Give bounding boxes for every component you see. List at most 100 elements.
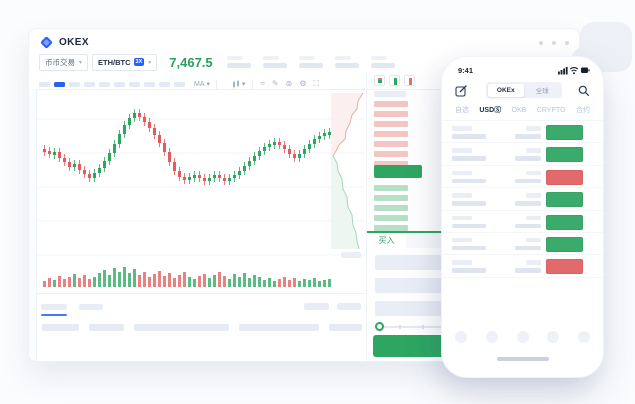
change-button-up[interactable] — [546, 147, 583, 163]
category-tab[interactable]: USDⓈ — [479, 107, 502, 114]
category-tab[interactable]: 合约 — [576, 107, 590, 114]
volume-bar — [283, 277, 286, 287]
market-list-row[interactable] — [442, 233, 603, 256]
candle-body — [103, 161, 106, 168]
ma-dropdown[interactable]: MA ▾ — [194, 80, 210, 89]
market-list-row[interactable] — [442, 255, 603, 278]
nav-item-icon[interactable] — [547, 331, 560, 343]
timeframe-pills[interactable] — [39, 81, 185, 87]
bid-row[interactable] — [374, 215, 408, 221]
order-input-skeleton[interactable] — [375, 301, 445, 316]
timeframe-pill[interactable] — [69, 81, 80, 87]
timeframe-pill[interactable] — [84, 81, 95, 87]
window-menu-dots[interactable] — [539, 41, 569, 45]
ask-row[interactable] — [374, 151, 408, 157]
market-list-row[interactable] — [442, 188, 603, 211]
draw-icon[interactable]: ✎ — [271, 79, 279, 88]
camera-icon[interactable]: ⊚ — [285, 79, 293, 88]
ask-row[interactable] — [374, 111, 408, 117]
timeframe-pill[interactable] — [114, 81, 125, 87]
ask-row[interactable] — [374, 131, 408, 137]
ask-row[interactable] — [374, 161, 408, 167]
buy-button[interactable] — [373, 335, 447, 357]
settings-icon[interactable]: ⚙ — [299, 79, 307, 88]
ticker-stat-skeleton — [226, 56, 251, 68]
volume-bar — [148, 277, 151, 287]
trade-type-select[interactable]: 币币交易 ▾ — [39, 53, 89, 71]
category-tab[interactable]: 自选 — [455, 107, 469, 114]
nav-item-icon[interactable] — [578, 331, 590, 343]
nav-item-icon[interactable] — [455, 331, 467, 343]
home-indicator[interactable] — [496, 357, 549, 361]
slider-handle[interactable] — [375, 322, 384, 331]
segment-selected[interactable]: OKEx — [487, 83, 524, 97]
market-list-row[interactable] — [442, 211, 603, 233]
orderbook-asks-icon[interactable] — [404, 75, 415, 86]
footer-pill-skeleton[interactable] — [337, 303, 361, 310]
bid-row[interactable] — [374, 205, 408, 211]
amount-slider[interactable] — [375, 322, 445, 332]
timeframe-pill[interactable] — [129, 81, 140, 87]
timeframe-pill[interactable] — [54, 81, 65, 87]
tab-buy[interactable]: 买入 — [367, 233, 406, 248]
change-button-up[interactable] — [546, 236, 583, 252]
ask-row[interactable] — [374, 101, 408, 107]
market-list-row[interactable] — [442, 143, 603, 166]
candlestick-chart[interactable] — [37, 91, 365, 293]
footer-tab-skeleton[interactable] — [41, 304, 67, 310]
change-button-up[interactable] — [546, 125, 583, 140]
footer-tab-skeleton[interactable] — [79, 304, 103, 310]
chevron-down-icon: ▾ — [79, 59, 83, 66]
volume-bar — [83, 275, 86, 287]
timeframe-pill[interactable] — [144, 81, 155, 87]
volume-bar — [213, 275, 216, 287]
ask-row[interactable] — [374, 121, 408, 127]
chart-style-dropdown[interactable]: ▾ — [232, 79, 246, 89]
candle-body — [293, 154, 296, 158]
ask-row[interactable] — [374, 141, 408, 147]
market-list-row[interactable] — [442, 166, 603, 189]
orderbook-view-toggles[interactable] — [374, 75, 415, 86]
nav-item-icon[interactable] — [485, 331, 498, 343]
candle-body — [323, 133, 326, 136]
pair-price-skeleton — [515, 126, 541, 139]
timeframe-pill[interactable] — [174, 81, 185, 87]
footer-pill-skeleton[interactable] — [304, 303, 329, 310]
change-button-up[interactable] — [546, 192, 583, 208]
segment-other[interactable]: 全球 — [535, 88, 549, 95]
change-button-down[interactable] — [546, 259, 583, 275]
volume-bar — [63, 279, 66, 287]
bid-row[interactable] — [374, 185, 408, 191]
tool-icons[interactable]: ≈ ✎ ⊚ ⚙ ⛶ — [261, 80, 320, 88]
change-button-up[interactable] — [546, 214, 583, 230]
bid-row[interactable] — [374, 225, 408, 231]
slider-track[interactable] — [377, 326, 445, 328]
candle-body — [88, 174, 91, 178]
orderbook-bids-icon[interactable] — [389, 75, 400, 86]
order-input-skeleton[interactable] — [375, 255, 445, 270]
category-tab[interactable]: CRYPTO — [536, 106, 566, 114]
nav-item-icon[interactable] — [516, 331, 529, 343]
pair-select[interactable]: ETH/BTC 3X ▾ — [92, 53, 158, 71]
market-category-tabs[interactable]: 自选 USDⓈ OKB CRYPTO 合约 — [455, 104, 590, 116]
footer-column-skeleton — [239, 324, 319, 331]
change-button-down[interactable] — [546, 169, 583, 185]
fullscreen-icon[interactable]: ⛶ — [313, 79, 320, 88]
search-icon[interactable] — [578, 85, 590, 97]
market-list-row[interactable] — [442, 121, 603, 144]
timeframe-pill[interactable] — [99, 81, 110, 87]
candle-body — [68, 162, 71, 167]
timeframe-pill[interactable] — [159, 81, 170, 87]
compose-icon[interactable] — [455, 84, 468, 97]
category-tab[interactable]: OKB — [511, 106, 527, 114]
region-segmented-control[interactable]: OKEx 全球 — [486, 82, 562, 98]
bottom-nav-bar[interactable] — [455, 331, 590, 343]
orderbook-both-icon[interactable] — [374, 75, 385, 86]
bid-row[interactable] — [374, 195, 408, 201]
order-input-skeleton[interactable] — [375, 278, 445, 293]
candle-body — [233, 175, 236, 178]
last-price-bar[interactable] — [374, 165, 422, 178]
timeframe-pill[interactable] — [39, 81, 50, 87]
volume-bar — [238, 277, 241, 287]
wave-icon[interactable]: ≈ — [260, 79, 265, 88]
